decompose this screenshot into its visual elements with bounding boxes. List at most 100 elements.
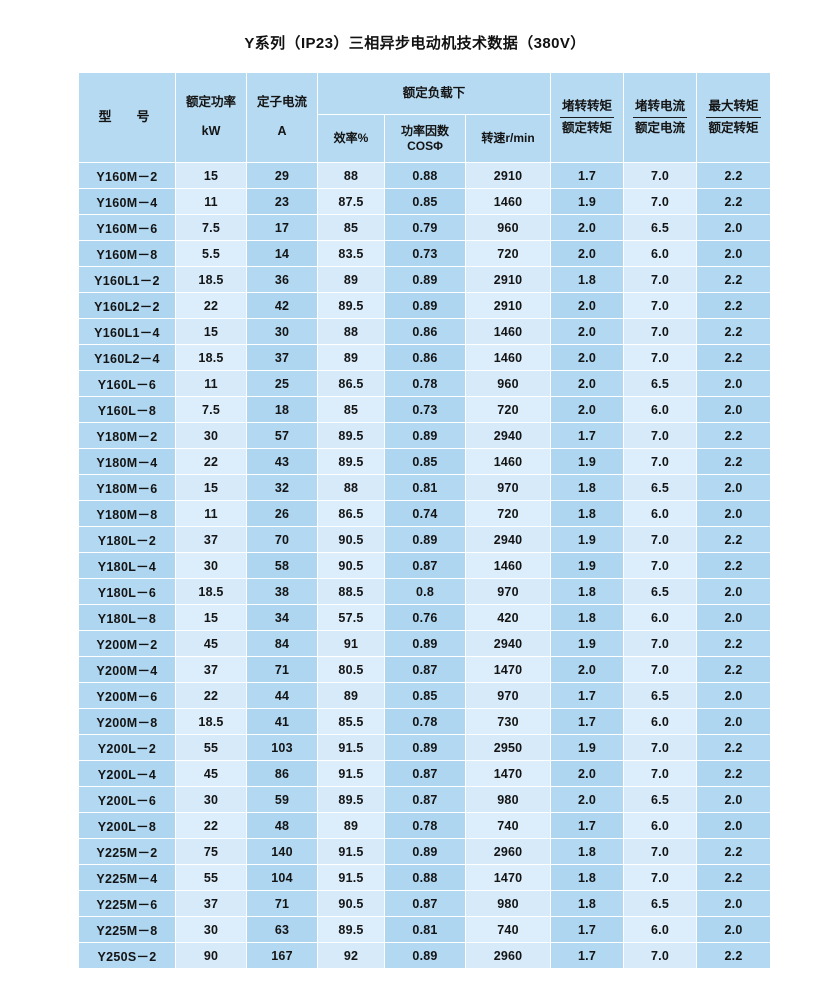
table-cell: 86: [247, 761, 317, 786]
table-cell: 0.87: [385, 787, 465, 812]
table-cell: 15: [176, 475, 246, 500]
table-cell: 0.81: [385, 475, 465, 500]
table-cell: 1.8: [551, 839, 623, 864]
table-cell: 1460: [466, 345, 550, 370]
table-cell: 104: [247, 865, 317, 890]
cell-model: Y160M－4: [79, 189, 175, 214]
table-row: Y250S－2 90 167 92 0.89 2960 1.7 7.0 2.2: [79, 943, 770, 968]
header-rated-power-unit: kW: [201, 124, 221, 138]
table-cell: 92: [318, 943, 384, 968]
table-cell: 89: [318, 813, 384, 838]
cell-model: Y180M－4: [79, 449, 175, 474]
locked-torque-fraction: 堵转转矩 额定转矩: [559, 99, 614, 136]
cell-model: Y200M－2: [79, 631, 175, 656]
table-row: Y160M－8 5.5 14 83.5 0.73 720 2.0 6.0 2.0: [79, 241, 770, 266]
table-cell: 0.88: [385, 163, 465, 188]
table-cell: 1.8: [551, 605, 623, 630]
table-cell: 89: [318, 267, 384, 292]
table-cell: 83.5: [318, 241, 384, 266]
table-cell: 7.0: [624, 293, 696, 318]
cell-model: Y180L－2: [79, 527, 175, 552]
table-cell: 44: [247, 683, 317, 708]
table-cell: 55: [176, 865, 246, 890]
table-cell: 71: [247, 891, 317, 916]
table-cell: 2.2: [697, 293, 770, 318]
table-cell: 0.89: [385, 943, 465, 968]
cell-model: Y200L－8: [79, 813, 175, 838]
table-cell: 85: [318, 215, 384, 240]
table-cell: 0.87: [385, 761, 465, 786]
table-cell: 1470: [466, 865, 550, 890]
locked-current-numerator: 堵转电流: [632, 99, 687, 118]
table-row: Y200M－4 37 71 80.5 0.87 1470 2.0 7.0 2.2: [79, 657, 770, 682]
table-cell: 2.2: [697, 839, 770, 864]
table-cell: 2.2: [697, 735, 770, 760]
table-cell: 1.9: [551, 189, 623, 214]
cell-model: Y225M－2: [79, 839, 175, 864]
table-cell: 6.5: [624, 891, 696, 916]
table-cell: 1.8: [551, 267, 623, 292]
table-row: Y225M－4 55 104 91.5 0.88 1470 1.8 7.0 2.2: [79, 865, 770, 890]
header-efficiency: 效率%: [318, 115, 384, 162]
table-cell: 0.74: [385, 501, 465, 526]
table-cell: 86.5: [318, 501, 384, 526]
cell-model: Y180L－8: [79, 605, 175, 630]
table-cell: 2.0: [697, 891, 770, 916]
table-cell: 26: [247, 501, 317, 526]
table-cell: 7.5: [176, 215, 246, 240]
header-locked-torque-ratio: 堵转转矩 额定转矩: [551, 73, 623, 162]
table-cell: 1460: [466, 319, 550, 344]
table-cell: 1.8: [551, 579, 623, 604]
table-row: Y200L－6 30 59 89.5 0.87 980 2.0 6.5 2.0: [79, 787, 770, 812]
table-cell: 0.76: [385, 605, 465, 630]
table-cell: 18.5: [176, 579, 246, 604]
table-cell: 22: [176, 293, 246, 318]
table-cell: 15: [176, 319, 246, 344]
table-cell: 36: [247, 267, 317, 292]
table-cell: 1.9: [551, 527, 623, 552]
table-cell: 0.85: [385, 683, 465, 708]
table-cell: 91.5: [318, 839, 384, 864]
table-cell: 1.7: [551, 917, 623, 942]
table-cell: 2.0: [697, 709, 770, 734]
table-cell: 2.2: [697, 345, 770, 370]
table-cell: 980: [466, 891, 550, 916]
table-cell: 2.0: [697, 683, 770, 708]
table-cell: 0.87: [385, 657, 465, 682]
table-row: Y180M－6 15 32 88 0.81 970 1.8 6.5 2.0: [79, 475, 770, 500]
table-row: Y160M－6 7.5 17 85 0.79 960 2.0 6.5 2.0: [79, 215, 770, 240]
table-cell: 2.0: [697, 241, 770, 266]
table-cell: 0.89: [385, 267, 465, 292]
header-stator-current-unit: A: [277, 124, 287, 138]
table-header: 型 号 额定功率 kW 定子电流 A 额定负载下 堵转转矩 额定转矩: [79, 73, 770, 162]
table-cell: 2940: [466, 527, 550, 552]
motor-spec-table: 型 号 额定功率 kW 定子电流 A 额定负载下 堵转转矩 额定转矩: [78, 72, 771, 969]
table-cell: 15: [176, 605, 246, 630]
table-cell: 2.0: [551, 761, 623, 786]
cell-model: Y160L2－2: [79, 293, 175, 318]
table-row: Y160L2－4 18.5 37 89 0.86 1460 2.0 7.0 2.2: [79, 345, 770, 370]
table-cell: 91.5: [318, 761, 384, 786]
table-cell: 2.2: [697, 267, 770, 292]
table-cell: 2960: [466, 839, 550, 864]
max-torque-fraction: 最大转矩 额定转矩: [706, 99, 761, 136]
table-cell: 2940: [466, 423, 550, 448]
table-cell: 57.5: [318, 605, 384, 630]
table-cell: 1460: [466, 553, 550, 578]
table-cell: 91: [318, 631, 384, 656]
table-cell: 7.0: [624, 553, 696, 578]
table-cell: 1470: [466, 761, 550, 786]
table-cell: 90.5: [318, 527, 384, 552]
table-row: Y180L－8 15 34 57.5 0.76 420 1.8 6.0 2.0: [79, 605, 770, 630]
table-cell: 1460: [466, 189, 550, 214]
table-cell: 6.5: [624, 215, 696, 240]
table-row: Y200L－2 55 103 91.5 0.89 2950 1.9 7.0 2.2: [79, 735, 770, 760]
table-cell: 0.86: [385, 345, 465, 370]
table-cell: 1.7: [551, 163, 623, 188]
table-cell: 2.0: [697, 605, 770, 630]
table-cell: 22: [176, 449, 246, 474]
table-cell: 48: [247, 813, 317, 838]
table-cell: 0.86: [385, 319, 465, 344]
table-cell: 37: [176, 657, 246, 682]
table-cell: 5.5: [176, 241, 246, 266]
